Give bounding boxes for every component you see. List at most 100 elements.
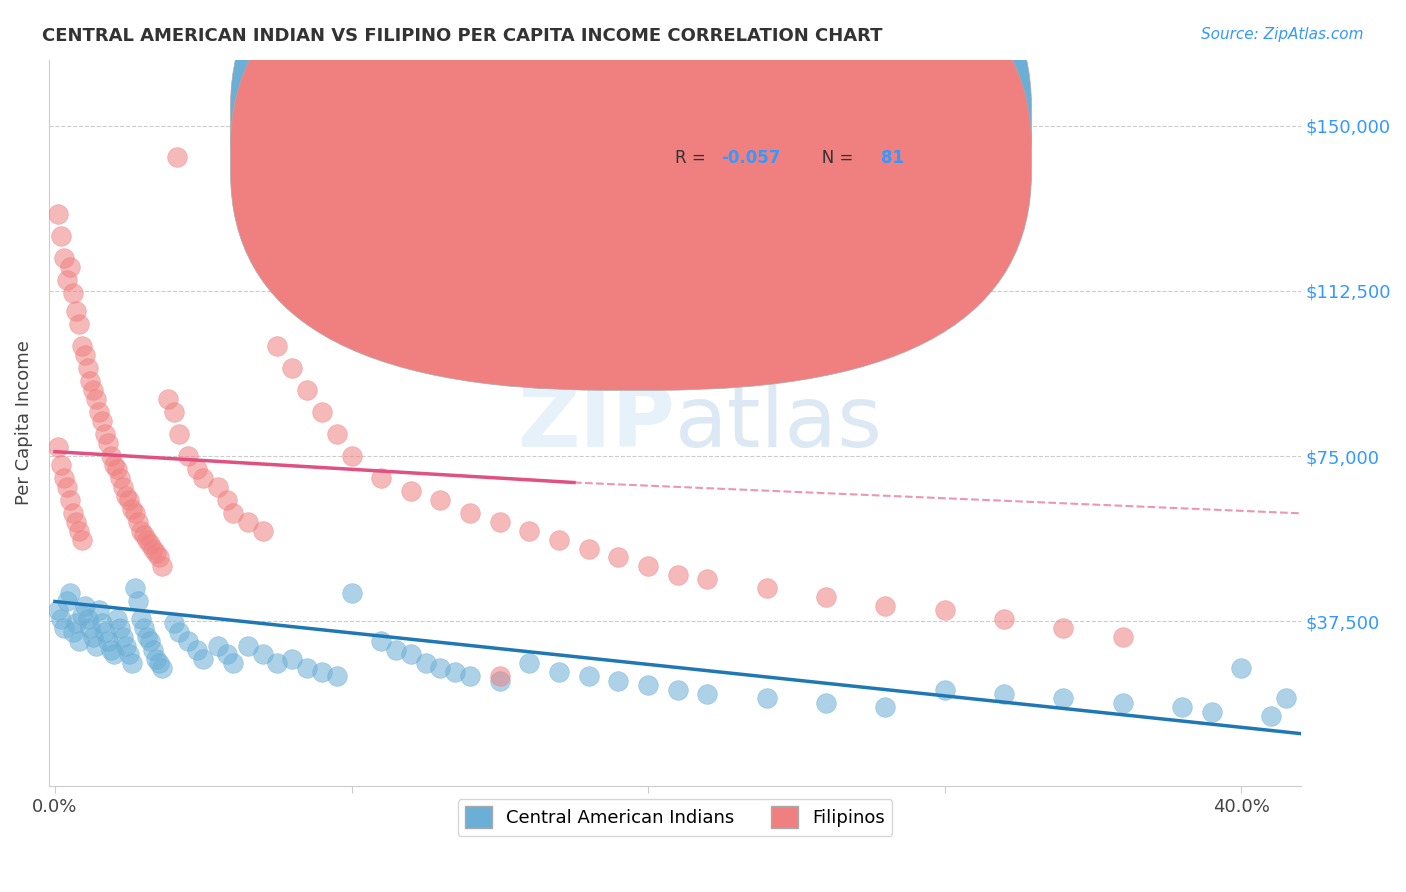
Point (177, 634, 200, 648)
Point (67, 524, 90, 538)
Point (399, 484, 422, 499)
Point (115, 489, 138, 503)
Point (49, 228, 72, 243)
Point (94, 427, 117, 442)
Point (145, 546, 167, 560)
Point (55, 480, 77, 494)
Point (82, 383, 104, 397)
Point (370, 471, 392, 485)
Point (86, 639, 108, 653)
Point (1171, 700, 1194, 714)
Point (311, 665, 333, 679)
Point (295, 660, 318, 674)
Point (429, 493, 451, 508)
Point (215, 493, 238, 508)
Point (129, 612, 152, 626)
Point (49, 458, 72, 472)
Point (121, 502, 143, 516)
Point (105, 462, 128, 476)
FancyBboxPatch shape (575, 96, 1000, 194)
Point (222, 507, 245, 521)
Text: N =: N = (806, 105, 859, 123)
Point (55, 273, 77, 287)
Point (97, 634, 120, 648)
Point (52, 471, 75, 485)
Point (139, 634, 162, 648)
Point (252, 524, 274, 538)
Point (193, 651, 215, 665)
Point (266, 656, 288, 670)
Point (46, 440, 69, 454)
Point (207, 639, 229, 653)
Point (70, 533, 93, 547)
Point (755, 691, 778, 706)
Point (127, 515, 149, 529)
Point (429, 660, 451, 674)
Text: R =: R = (675, 149, 711, 167)
Point (488, 669, 510, 683)
Point (755, 581, 778, 595)
Point (1052, 691, 1074, 706)
Point (993, 612, 1015, 626)
Point (52, 251, 75, 265)
Text: ZIP: ZIP (517, 382, 675, 465)
Point (281, 651, 304, 665)
Point (145, 651, 167, 665)
Point (222, 656, 245, 670)
Point (62, 625, 84, 640)
Point (115, 639, 138, 653)
Point (70, 607, 93, 622)
Point (76, 612, 98, 626)
Point (118, 648, 141, 662)
Point (67, 634, 90, 648)
Point (79, 374, 101, 388)
Point (215, 648, 238, 662)
Point (875, 700, 897, 714)
Point (548, 665, 571, 679)
Point (458, 507, 481, 521)
Point (59, 260, 82, 274)
Point (458, 669, 481, 683)
Point (488, 673, 510, 688)
FancyBboxPatch shape (231, 0, 1032, 351)
Point (65, 515, 87, 529)
Point (340, 449, 363, 463)
Point (1111, 696, 1133, 710)
Point (696, 573, 718, 587)
Point (148, 550, 170, 565)
Text: R =: R = (675, 105, 711, 123)
Point (108, 471, 131, 485)
Point (139, 537, 162, 551)
Point (169, 625, 191, 640)
Text: 79: 79 (882, 105, 904, 123)
Point (519, 656, 541, 670)
Point (162, 405, 184, 419)
Point (236, 515, 259, 529)
Point (1201, 705, 1223, 719)
Point (266, 339, 288, 353)
Point (112, 630, 135, 644)
Point (1260, 709, 1282, 723)
Point (281, 361, 304, 376)
Point (62, 286, 84, 301)
Point (70, 339, 93, 353)
Point (105, 612, 128, 626)
Point (73, 348, 96, 362)
Point (934, 603, 956, 617)
Point (666, 568, 689, 582)
Point (1111, 630, 1133, 644)
Point (156, 392, 179, 406)
Point (815, 696, 838, 710)
Point (993, 687, 1015, 701)
Point (325, 669, 347, 683)
Point (94, 625, 117, 640)
Point (62, 507, 84, 521)
Point (399, 648, 422, 662)
Point (132, 528, 155, 542)
Text: N =: N = (806, 149, 859, 167)
Text: 81: 81 (882, 149, 904, 167)
Point (325, 427, 347, 442)
Point (548, 533, 571, 547)
Point (100, 643, 122, 657)
Point (142, 643, 165, 657)
